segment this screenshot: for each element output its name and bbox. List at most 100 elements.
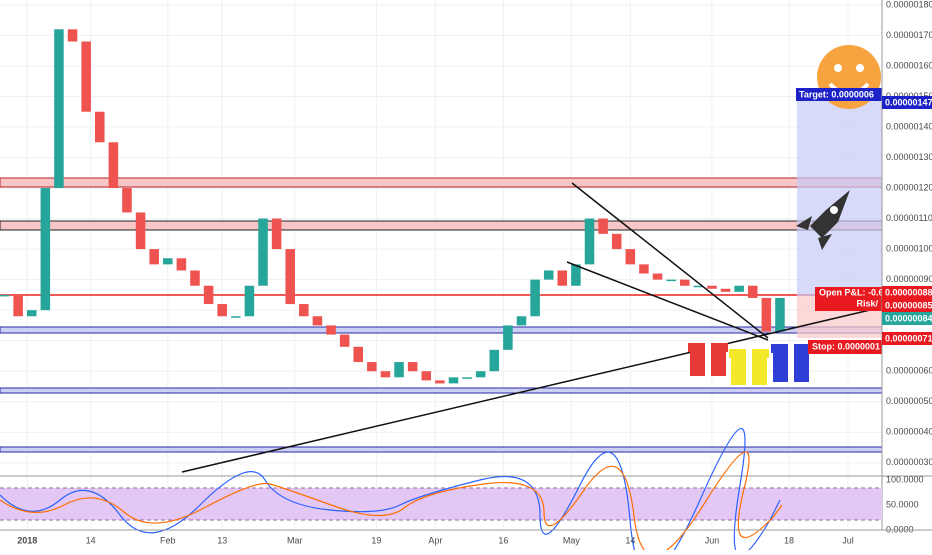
- candle: [353, 346, 364, 363]
- y-tick-label: 0.00000100: [886, 243, 932, 253]
- price-tag: [882, 299, 932, 312]
- y-tick-label: 0.00000140: [886, 121, 932, 131]
- price-tag-text: 0.00000084: [885, 313, 932, 323]
- candle: [584, 218, 595, 265]
- candle: [81, 41, 91, 112]
- candle: [503, 325, 513, 350]
- pnl-text: Open P&L: -0.6: [819, 287, 884, 297]
- x-tick-label: Apr: [428, 535, 442, 545]
- candle: [190, 270, 200, 286]
- gift-icon: [771, 344, 811, 382]
- candle: [693, 285, 704, 288]
- candle: [67, 29, 78, 42]
- gift-icon: [729, 349, 769, 385]
- price-tag-text: 0.00000071: [885, 333, 932, 343]
- candle: [557, 270, 568, 286]
- candle: [761, 297, 772, 332]
- x-tick-label: 18: [784, 535, 794, 545]
- candle: [108, 142, 119, 189]
- candle: [652, 273, 663, 280]
- oscillator-tick-label: 100.0000: [886, 474, 924, 484]
- candle: [163, 258, 173, 265]
- candle: [122, 188, 132, 213]
- candle: [611, 233, 622, 250]
- stop-label: [808, 340, 882, 354]
- candle: [285, 249, 295, 305]
- candle: [258, 218, 268, 286]
- trend-line: [566, 261, 769, 341]
- candle: [271, 218, 282, 250]
- target-text: Target: 0.0000006: [799, 89, 874, 99]
- price-tag: [882, 286, 932, 299]
- y-tick-label: 0.00000130: [886, 152, 932, 162]
- candle: [149, 249, 159, 265]
- oscillator-tick-label: 0.0000: [886, 524, 914, 534]
- y-tick-label: 0.00000090: [886, 274, 932, 284]
- candle: [435, 380, 445, 384]
- candle: [380, 371, 391, 378]
- candle: [339, 334, 350, 347]
- price-tag-text: 0.00000147: [885, 97, 932, 107]
- y-tick-label: 0.00000150: [886, 91, 932, 101]
- candle: [394, 362, 404, 378]
- support-zone: [0, 446, 883, 453]
- candle: [54, 29, 64, 189]
- candle: [367, 362, 377, 372]
- x-tick-label: Feb: [160, 535, 176, 545]
- candle: [571, 264, 581, 286]
- stop-text: Stop: 0.0000001: [812, 341, 880, 351]
- rocket-icon: [796, 190, 850, 250]
- candle: [734, 285, 744, 292]
- y-tick-label: 0.00000110: [886, 213, 932, 223]
- y-tick-label: 0.00000050: [886, 396, 932, 406]
- candle: [775, 297, 785, 332]
- x-tick-label: 16: [498, 535, 508, 545]
- candle: [203, 285, 214, 305]
- x-tick-label: 14: [625, 535, 635, 545]
- candle: [489, 349, 500, 372]
- candle: [720, 288, 731, 292]
- price-tag: [882, 332, 932, 345]
- y-tick-label: 0.00000170: [886, 30, 932, 40]
- candle: [666, 279, 676, 282]
- target-label: [796, 88, 882, 101]
- candle: [707, 285, 717, 289]
- resistance-zone: [0, 177, 883, 188]
- y-tick-label: 0.00000060: [886, 366, 932, 376]
- candle: [135, 212, 146, 250]
- x-tick-label: 13: [217, 535, 227, 545]
- candle: [448, 377, 459, 384]
- candle: [747, 285, 758, 298]
- resistance-zone: [0, 220, 883, 231]
- candle: [639, 264, 649, 274]
- candle: [543, 270, 554, 280]
- x-tick-label: May: [563, 535, 581, 545]
- candle: [679, 279, 690, 286]
- x-tick-label: 14: [86, 535, 96, 545]
- candle: [0, 294, 10, 297]
- y-tick-label: 0.00000160: [886, 60, 932, 70]
- trend-line: [571, 182, 769, 339]
- x-tick-label: Jun: [705, 535, 720, 545]
- price-tag: [882, 96, 932, 109]
- oscillator-tick-label: 50.0000: [886, 499, 919, 509]
- oscillator-band: [0, 488, 882, 520]
- candle: [312, 316, 323, 326]
- profit-area: [797, 90, 882, 296]
- candle: [625, 249, 636, 265]
- candle: [326, 325, 336, 335]
- candle: [26, 310, 37, 317]
- gift-icon: [688, 343, 728, 376]
- x-tick-label: 2018: [17, 535, 37, 545]
- candle: [516, 316, 527, 326]
- y-tick-label: 0.00000030: [886, 457, 932, 467]
- candle: [421, 371, 432, 381]
- x-tick-label: Mar: [287, 535, 303, 545]
- candle: [95, 111, 105, 143]
- y-tick-label: 0.00000040: [886, 427, 932, 437]
- pnl-label: [815, 287, 882, 311]
- candle: [176, 258, 187, 271]
- trend-line: [181, 309, 871, 473]
- y-tick-label: 0.00000120: [886, 182, 932, 192]
- candle: [475, 371, 486, 378]
